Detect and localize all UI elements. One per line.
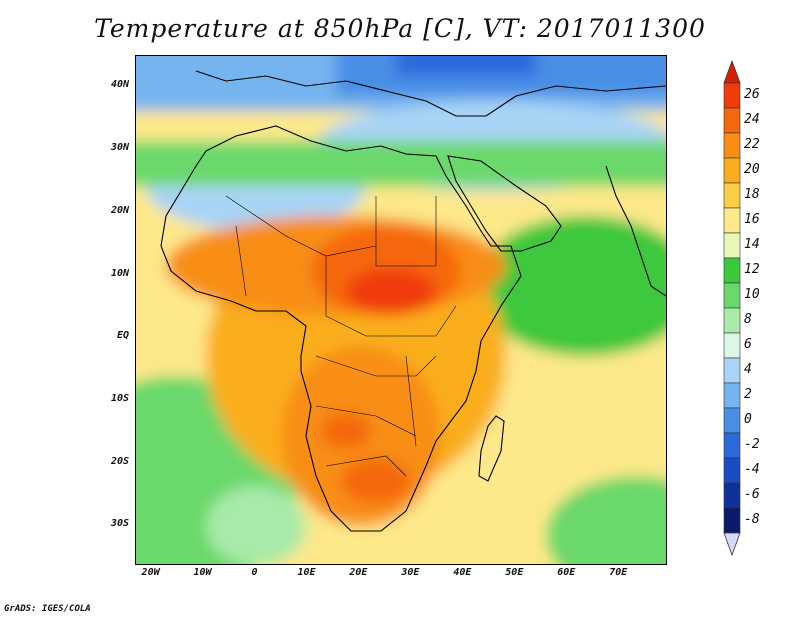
lat-tick-label: 30S bbox=[110, 518, 129, 530]
india-coast bbox=[605, 165, 666, 297]
lon-tick-label: 10W bbox=[193, 567, 212, 578]
colorbar-level-label: 8 bbox=[744, 311, 752, 327]
colorbar-level-label: 4 bbox=[744, 361, 752, 377]
coastlines bbox=[160, 70, 666, 532]
lon-tick-label: 20W bbox=[141, 567, 160, 578]
lon-tick-label: 30E bbox=[401, 567, 420, 578]
lat-tick-label: EQ bbox=[116, 330, 129, 342]
lon-tick-label: 50E bbox=[505, 567, 524, 578]
field-kalahari-hot bbox=[341, 459, 411, 503]
madagascar bbox=[478, 415, 505, 482]
temperature-map bbox=[136, 56, 666, 564]
colorbar-level-label: -8 bbox=[744, 511, 760, 527]
lon-tick-label: 60E bbox=[557, 567, 576, 578]
colorbar-segment bbox=[723, 82, 741, 109]
colorbar-level-label: -6 bbox=[744, 486, 760, 502]
lat-tick-label: 20N bbox=[110, 204, 129, 216]
colorbar-level-label: 18 bbox=[744, 186, 760, 202]
colorbar-segment bbox=[723, 407, 741, 434]
europe-coast bbox=[195, 70, 666, 117]
lon-tick-label: 0 bbox=[251, 567, 258, 578]
border-5 bbox=[315, 355, 437, 377]
plot-title: Temperature at 850hPa [C], VT: 201701130… bbox=[94, 14, 706, 43]
colorbar-top-arrow bbox=[723, 59, 741, 84]
colorbar-level-label: 6 bbox=[744, 336, 752, 352]
country-borders bbox=[225, 195, 457, 477]
border-1 bbox=[225, 195, 377, 257]
colorbar-segment bbox=[723, 482, 741, 509]
colorbar-segment bbox=[723, 107, 741, 134]
lon-tick-label: 10E bbox=[297, 567, 316, 578]
colorbar-level-label: 0 bbox=[744, 411, 752, 427]
colorbar-segment bbox=[723, 232, 741, 259]
lon-tick-label: 70E bbox=[609, 567, 628, 578]
field-sudan-hottest bbox=[346, 269, 436, 313]
colorbar-segment bbox=[723, 282, 741, 309]
colorbar-level-label: 10 bbox=[744, 286, 760, 302]
africa-coastline bbox=[160, 125, 522, 532]
colorbar-segment bbox=[723, 357, 741, 384]
border-4 bbox=[366, 305, 457, 337]
colorbar-level-label: 12 bbox=[744, 261, 760, 277]
colorbar-segment bbox=[723, 507, 741, 534]
colorbar-level-label: 2 bbox=[744, 386, 752, 402]
field-green-belt bbox=[136, 141, 666, 186]
colorbar-level-label: -2 bbox=[744, 436, 760, 452]
lat-tick-label: 20S bbox=[110, 455, 129, 467]
field-north-deeper bbox=[396, 56, 536, 76]
colorbar-segment bbox=[723, 182, 741, 209]
colorbar-segment bbox=[723, 207, 741, 234]
colorbar-level-label: 16 bbox=[744, 211, 760, 227]
grads-credit: GrADS: IGES/COLA bbox=[4, 604, 91, 614]
field-indian-green bbox=[546, 476, 666, 564]
border-3 bbox=[325, 256, 367, 337]
lon-tick-label: 20E bbox=[349, 567, 368, 578]
colorbar-segment bbox=[723, 257, 741, 284]
field-arabian-green bbox=[476, 216, 666, 356]
colorbar-bottom-arrow bbox=[723, 532, 741, 557]
colorbar-segment bbox=[723, 382, 741, 409]
border-8 bbox=[405, 355, 417, 447]
lat-tick-label: 40N bbox=[110, 79, 129, 91]
colorbar-level-label: 22 bbox=[744, 136, 760, 152]
colorbar-segment bbox=[723, 457, 741, 484]
lat-tick-label: 10S bbox=[110, 392, 129, 404]
colorbar-level-label: 24 bbox=[744, 111, 760, 127]
field-atlantic-light bbox=[206, 486, 306, 564]
colorbar-level-label: 26 bbox=[744, 86, 760, 102]
colorbar-segment bbox=[723, 432, 741, 459]
colorbar-level-label: 14 bbox=[744, 236, 760, 252]
border-9 bbox=[235, 225, 247, 297]
map-panel bbox=[135, 55, 667, 565]
field-angola-hot bbox=[321, 413, 371, 449]
border-6 bbox=[315, 405, 417, 437]
colorbar-segment bbox=[723, 332, 741, 359]
colorbar-level-label: -4 bbox=[744, 461, 760, 477]
lon-tick-label: 40E bbox=[453, 567, 472, 578]
lat-tick-label: 10N bbox=[110, 267, 129, 279]
border-7 bbox=[325, 455, 407, 477]
border-2 bbox=[375, 196, 436, 267]
arabia bbox=[447, 155, 562, 252]
colorbar-level-label: 20 bbox=[744, 161, 760, 177]
colorbar-segment bbox=[723, 157, 741, 184]
colorbar-segment bbox=[723, 307, 741, 334]
lat-tick-label: 30N bbox=[110, 142, 129, 154]
colorbar-segment bbox=[723, 132, 741, 159]
